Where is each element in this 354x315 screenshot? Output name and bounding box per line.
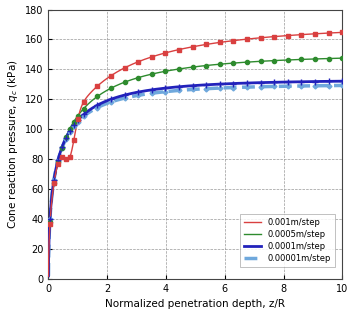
0.0005m/step bbox=[303, 57, 307, 61]
0.0005m/step bbox=[340, 56, 344, 60]
Y-axis label: Cone reaction pressure, $q_c$ (kPa): Cone reaction pressure, $q_c$ (kPa) bbox=[6, 60, 19, 229]
Line: 0.0001m/step: 0.0001m/step bbox=[48, 81, 342, 276]
0.00001m/step bbox=[46, 274, 51, 278]
Legend: 0.001m/step, 0.0005m/step, 0.0001m/step, 0.00001m/step: 0.001m/step, 0.0005m/step, 0.0001m/step,… bbox=[240, 214, 335, 267]
0.001m/step bbox=[303, 32, 307, 36]
0.00001m/step bbox=[172, 89, 176, 93]
0.001m/step bbox=[340, 31, 344, 34]
0.00001m/step bbox=[303, 84, 307, 88]
0.0001m/step bbox=[46, 274, 51, 278]
0.0001m/step bbox=[303, 80, 307, 83]
0.00001m/step bbox=[80, 116, 84, 120]
0.00001m/step bbox=[159, 90, 163, 94]
0.0005m/step bbox=[172, 68, 176, 72]
0.001m/step bbox=[159, 52, 163, 56]
0.0001m/step bbox=[80, 114, 84, 118]
0.00001m/step bbox=[97, 105, 102, 108]
X-axis label: Normalized penetration depth, z/R: Normalized penetration depth, z/R bbox=[105, 300, 285, 309]
0.0001m/step bbox=[97, 102, 102, 106]
0.0001m/step bbox=[159, 87, 163, 90]
0.00001m/step bbox=[335, 83, 339, 87]
0.0005m/step bbox=[159, 70, 163, 74]
0.0001m/step bbox=[335, 79, 339, 83]
0.0001m/step bbox=[172, 85, 176, 89]
0.0001m/step bbox=[340, 79, 344, 83]
0.0005m/step bbox=[46, 274, 51, 278]
0.0005m/step bbox=[97, 93, 102, 97]
0.001m/step bbox=[335, 31, 339, 35]
Line: 0.00001m/step: 0.00001m/step bbox=[48, 85, 342, 276]
0.0005m/step bbox=[80, 109, 84, 112]
0.0005m/step bbox=[335, 56, 339, 60]
0.001m/step bbox=[46, 274, 51, 278]
0.001m/step bbox=[97, 83, 102, 86]
Line: 0.0005m/step: 0.0005m/step bbox=[48, 58, 342, 276]
0.001m/step bbox=[172, 49, 176, 53]
0.00001m/step bbox=[340, 83, 344, 87]
Line: 0.001m/step: 0.001m/step bbox=[48, 32, 342, 276]
0.001m/step bbox=[80, 103, 84, 107]
